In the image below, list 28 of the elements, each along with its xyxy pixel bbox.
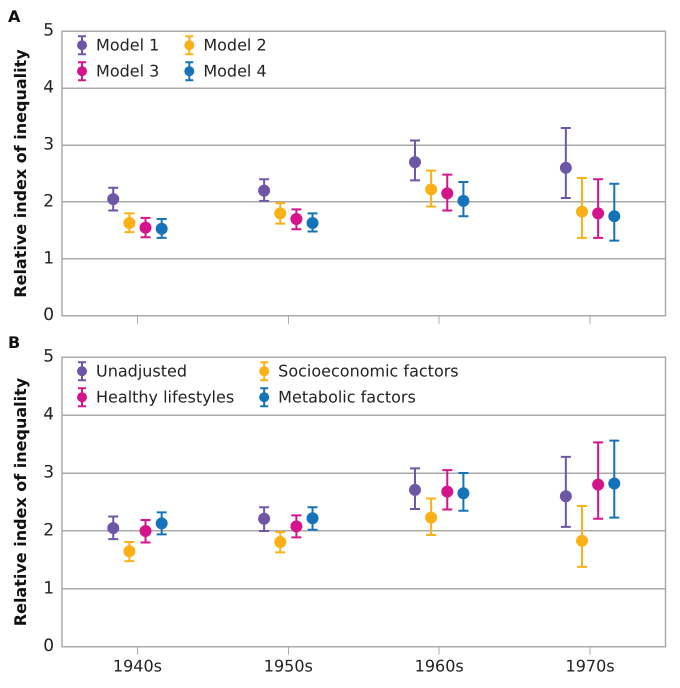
y-tick-label: 0 <box>43 305 54 326</box>
x-tick-label: 1940s <box>112 656 162 676</box>
y-tick-label: 3 <box>43 462 54 482</box>
y-tick-label: 1 <box>43 248 54 268</box>
y-axis-title: Relative index of inequality <box>10 377 30 626</box>
legend-label: Metabolic factors <box>278 387 416 406</box>
legend-label: Model 2 <box>203 35 267 54</box>
y-tick-label: 5 <box>43 346 54 367</box>
legend-label: Model 1 <box>96 35 160 54</box>
y-tick-label: 4 <box>43 78 54 98</box>
y-tick-label: 0 <box>43 636 54 656</box>
legend-label: Socioeconomic factors <box>278 361 459 380</box>
legend-label: Unadjusted <box>96 361 188 380</box>
legend-label: Model 3 <box>96 61 160 80</box>
y-tick-label: 2 <box>43 520 54 540</box>
x-tick-label: 1960s <box>414 656 464 676</box>
y-tick-label: 1 <box>43 578 54 598</box>
y-tick-label: 5 <box>43 20 54 41</box>
y-axis-title: Relative index of inequality <box>10 48 30 298</box>
legend-label: Healthy lifestyles <box>96 387 234 406</box>
legend-label: Model 4 <box>203 61 267 80</box>
chart-title: A <box>8 6 21 26</box>
y-tick-label: 4 <box>43 404 54 425</box>
chart-title: B <box>8 332 20 352</box>
y-tick-label: 2 <box>43 191 54 212</box>
y-tick-label: 3 <box>43 134 54 154</box>
x-tick-label: 1950s <box>264 656 313 676</box>
x-tick-label: 1970s <box>566 656 615 676</box>
